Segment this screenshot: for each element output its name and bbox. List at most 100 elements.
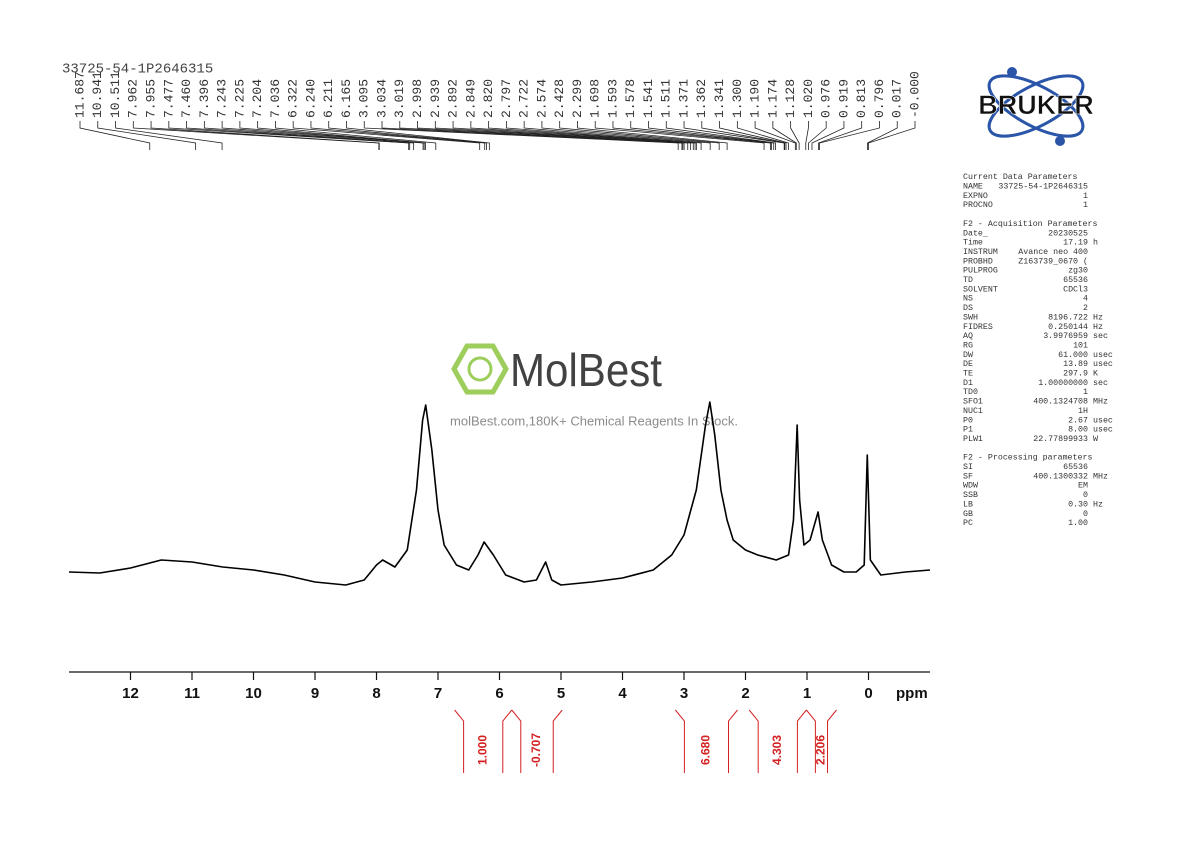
param-value: 0.30 [1068,500,1088,509]
peak-label: 3.034 [374,79,389,118]
param-value: zg30 [1068,267,1088,276]
param-value: 65536 [1063,276,1088,285]
peak-label: 7.036 [268,79,283,118]
x-tick-label: 1 [803,685,811,702]
peak-leader [867,121,898,150]
peak-leader [203,121,415,150]
peak-leader [221,121,424,150]
peak-leader [417,121,685,150]
peak-leader [719,121,787,150]
peak-label: 1.128 [783,79,798,118]
peak-leader [186,121,411,150]
peak-label: 1.541 [641,79,656,118]
peak-leader [97,121,197,150]
integral-label: 6.680 [699,735,713,765]
x-axis-label: ppm [896,685,928,702]
peak-leader [470,121,694,150]
peak-leader [819,121,880,150]
peak-leader [790,121,800,150]
bruker-logo: BRUKER [978,67,1094,146]
peak-leader [683,121,785,150]
molbest-watermark: MolBest molBest.com,180K+ Chemical Reage… [450,343,738,428]
param-name: SFO1 [963,398,983,407]
param-name: PULPROG [963,267,998,276]
param-value: 3.9976959 [1043,332,1088,341]
integral-label: 4.303 [770,735,784,765]
peak-leader [541,121,711,150]
peak-label: 7.225 [232,79,247,118]
peak-leader [363,121,679,150]
param-name: P1 [963,426,973,435]
param-value: 65536 [1063,463,1088,472]
peak-label: 7.477 [161,79,176,118]
param-name: TD [963,276,973,285]
watermark-name: MolBest [510,344,662,396]
integral-label: -0.707 [529,733,543,767]
param-unit: W [1093,435,1098,444]
sample-id: 33725-54-1P2646315 [62,62,213,78]
param-unit: usec [1093,360,1113,369]
param-name: TD0 [963,388,978,397]
param-name: EXPNO [963,192,988,201]
param-value: 2.67 [1068,416,1088,425]
param-name: RG [963,341,973,350]
param-unit: Hz [1093,500,1103,509]
param-unit: Hz [1093,313,1103,322]
param-value: 4 [1083,295,1088,304]
peak-label: 10.941 [90,71,105,118]
peak-leader [452,121,692,150]
param-value: 1 [1083,388,1088,397]
peak-label: 0.919 [836,79,851,118]
param-name: GB [963,510,973,519]
peak-label: 1.593 [605,79,620,118]
peak-leader [346,121,490,150]
param-unit: Hz [1093,323,1103,332]
peak-label: 1.511 [659,79,674,118]
param-unit: usec [1093,426,1113,435]
peak-label: 2.797 [499,79,514,118]
peak-label: 1.341 [712,79,727,118]
peak-leader [594,121,765,150]
peak-leader [257,121,426,150]
peak-leader [328,121,487,150]
param-value: 17.19 [1063,239,1088,248]
param-value: 8196.722 [1048,313,1088,322]
param-value: 0 [1083,510,1088,519]
peak-label: 6.165 [339,79,354,118]
peak-leader [115,121,223,150]
x-tick-label: 5 [557,685,565,702]
peak-leader [665,121,776,150]
peak-leader [612,121,771,150]
x-tick-label: 4 [618,685,627,702]
param-heading: Current Data Parameters [963,173,1078,182]
param-unit: sec [1093,332,1108,341]
peak-label: 2.939 [428,79,443,118]
param-unit: MHz [1093,472,1108,481]
x-tick-label: 2 [741,685,749,702]
param-unit: h [1093,238,1098,248]
peak-label: 2.574 [534,79,549,118]
peak-label: 1.190 [748,79,763,118]
x-tick-label: 9 [311,685,319,702]
peak-label: 2.820 [481,79,496,118]
param-value: EM [1078,482,1088,491]
integral-bracket [805,709,837,773]
param-value: 297.9 [1063,370,1088,379]
peak-leader [648,121,775,150]
param-name: DS [963,304,973,313]
peak-label: 1.698 [588,79,603,118]
x-tick-label: 11 [184,685,200,702]
param-unit: usec [1093,416,1113,425]
param-unit: MHz [1093,398,1108,407]
peak-label: 0.017 [890,79,905,118]
x-tick-label: 3 [680,685,688,702]
peak-leader [577,121,728,150]
peak-label: 2.428 [552,79,567,118]
peak-leader [434,121,689,150]
peak-label: 2.299 [570,79,585,118]
param-value: Avance neo 400 [1018,248,1088,257]
x-tick-label: 7 [434,685,442,702]
peak-label: 2.892 [446,79,461,118]
param-name: P0 [963,416,973,425]
